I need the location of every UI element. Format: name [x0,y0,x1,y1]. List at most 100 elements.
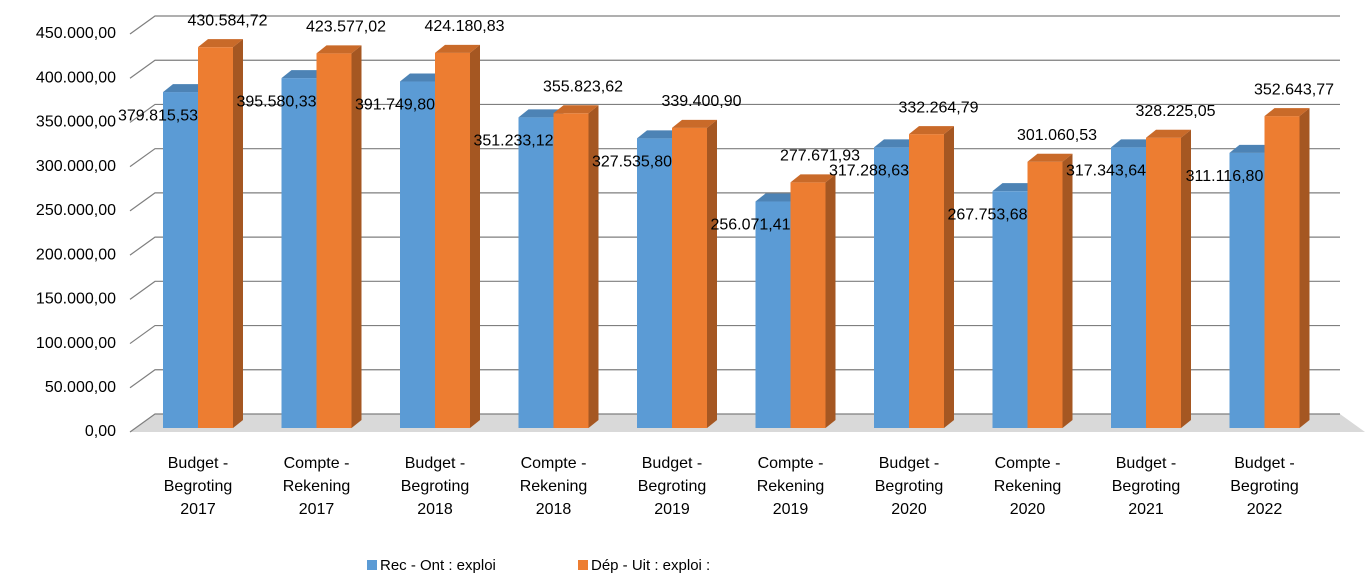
data-label: 317.288,63 [829,163,909,180]
bar-face [1062,153,1073,428]
data-label: 328.225,05 [1135,103,1215,120]
bar-face [707,119,717,428]
bar-face [637,130,682,139]
bar-face [790,174,836,183]
bar-face [1027,153,1073,162]
bar-face [790,182,826,428]
bar-face [470,44,480,428]
y-tick-label: 0,00 [85,423,116,440]
bar-face [518,109,564,118]
grid-line [129,15,1340,35]
bar-face [1181,129,1191,428]
grid-line [129,59,1340,79]
x-tick-label: Compte - Rekening 2017 [282,455,351,518]
bar-face [316,53,352,428]
bar-face [553,113,589,429]
bar-face [909,126,954,135]
bar-face [1181,129,1191,428]
bar-face [435,52,470,428]
bar [909,126,954,428]
data-label: 424.180,83 [424,18,504,35]
x-tick-label: Budget - Begroting 2018 [400,455,470,518]
bar-face [316,45,362,54]
bar-face [400,73,445,82]
data-label: 430.584,72 [187,12,267,29]
x-tick-label: Compte - Rekening 2019 [756,455,825,518]
bar-face [316,45,362,54]
x-tick-label: Budget - Begroting 2021 [1111,455,1181,518]
bar [790,174,836,428]
bar-face [1111,139,1156,148]
bar-face [944,126,954,428]
data-label: 395.580,33 [236,93,316,110]
bar-face [1229,144,1275,153]
bar-face [1062,153,1073,428]
x-tick-label: Budget - Begroting 2017 [163,455,233,518]
data-label: 351.233,12 [473,133,553,150]
bar-face [163,84,208,93]
bar-face [874,139,919,148]
bar-face [637,130,682,139]
bar-face [588,105,599,429]
data-label: 391.749,80 [355,97,435,114]
bar-face [400,73,445,82]
x-tick-label: Compte - Rekening 2018 [519,455,588,518]
bar [198,39,243,428]
bar-face [1229,152,1265,428]
bar [316,45,362,428]
bar-face [755,193,801,202]
bar-face [992,183,1038,192]
bar-face [909,126,954,135]
bar-face [351,45,362,428]
data-label: 256.071,41 [710,217,790,234]
bar-face [1264,108,1310,117]
data-label: 301.060,53 [1017,127,1097,144]
bar-face [1299,108,1310,429]
bar-face [400,81,435,428]
bar-face [1264,116,1300,429]
x-tick-label: Compte - Rekening 2020 [993,455,1062,518]
bar-face [992,183,1038,192]
bar [435,44,480,428]
y-tick-label: 100.000,00 [36,335,116,352]
bar-face [755,201,791,428]
bar-face [790,174,836,183]
bar-face [707,119,717,428]
bar-face [1229,144,1275,153]
bar-face [1111,139,1156,148]
x-tick-label: Budget - Begroting 2022 [1230,455,1299,518]
bar-face [435,44,480,53]
data-label: 332.264,79 [898,99,978,116]
bar-face [163,92,198,428]
y-tick-label: 250.000,00 [36,202,116,219]
bar-face [470,44,480,428]
bar-face [518,117,554,428]
y-tick-label: 50.000,00 [45,379,116,396]
bar-face [281,70,327,79]
bar-face [233,39,243,428]
bar-face [637,138,672,428]
data-label: 311.116,80 [1186,168,1264,185]
legend-label: Rec - Ont : exploi [380,557,496,574]
bar-face [233,39,243,428]
data-label: 339.400,90 [661,93,741,110]
bar-face [163,84,208,93]
data-label: 267.753,68 [947,206,1027,223]
y-tick-label: 350.000,00 [36,114,116,131]
bar [553,105,599,429]
bar-face [1027,153,1073,162]
bar-face [1027,161,1063,428]
bar [1264,108,1310,429]
bar-face [198,39,243,48]
bar [1027,153,1073,428]
y-tick-label: 400.000,00 [36,69,116,86]
data-label: 423.577,02 [306,19,386,36]
x-tick-label: Budget - Begroting 2020 [874,455,944,518]
bar-face [755,193,801,202]
bar-face [198,39,243,48]
bar-face [518,109,564,118]
bar-face [553,105,599,114]
data-label: 277.671,93 [780,148,860,165]
